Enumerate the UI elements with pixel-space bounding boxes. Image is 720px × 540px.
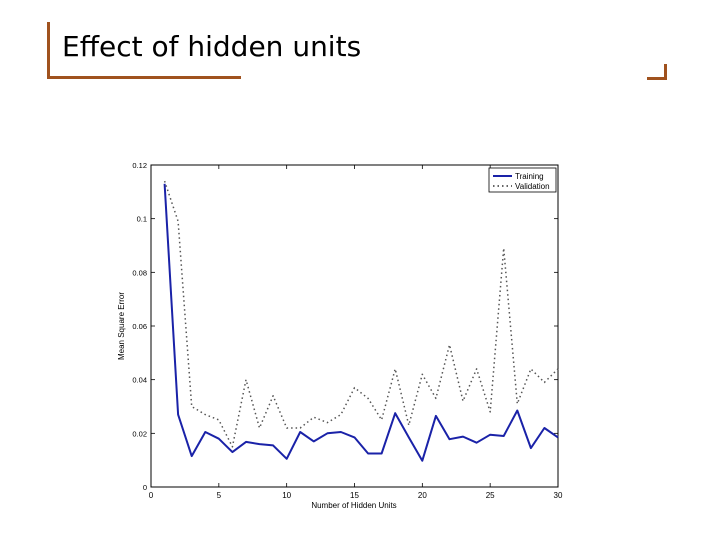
y-tick-label: 0 xyxy=(143,483,147,492)
slide-title: Effect of hidden units xyxy=(62,30,362,63)
x-tick-label: 25 xyxy=(486,491,495,500)
y-axis: 0 0.02 0.04 0.06 0.08 0.1 0.12 xyxy=(132,161,558,492)
y-tick-label: 0.08 xyxy=(132,268,147,277)
legend-training-label: Training xyxy=(515,172,544,181)
legend-validation-label: Validation xyxy=(515,182,550,191)
y-tick-label: 0.1 xyxy=(137,215,147,224)
x-axis-label: Number of Hidden Units xyxy=(311,501,396,510)
legend: Training Validation xyxy=(488,167,557,193)
x-tick-label: 30 xyxy=(554,491,563,500)
legend-box xyxy=(488,167,557,193)
y-axis-label: Mean Square Error xyxy=(117,292,126,360)
y-tick-label: 0.06 xyxy=(132,322,147,331)
plot-area xyxy=(150,164,559,488)
series-layer xyxy=(163,180,559,462)
x-tick-label: 5 xyxy=(217,491,222,500)
y-tick-label: 0.04 xyxy=(132,376,147,385)
corner-bracket-right xyxy=(664,64,667,80)
x-tick-label: 15 xyxy=(350,491,359,500)
validation-line xyxy=(163,180,559,448)
y-tick-label: 0.12 xyxy=(132,161,147,170)
x-tick-label: 0 xyxy=(149,491,154,500)
title-bracket-left xyxy=(47,22,50,78)
x-tick-label: 20 xyxy=(418,491,427,500)
x-tick-label: 10 xyxy=(282,491,291,500)
corner-bracket-right-base xyxy=(647,77,667,80)
y-tick-label: 0.02 xyxy=(132,429,147,438)
training-line xyxy=(163,183,559,462)
title-underline xyxy=(47,76,241,79)
x-axis: 0 5 10 15 20 25 30 xyxy=(149,165,563,500)
